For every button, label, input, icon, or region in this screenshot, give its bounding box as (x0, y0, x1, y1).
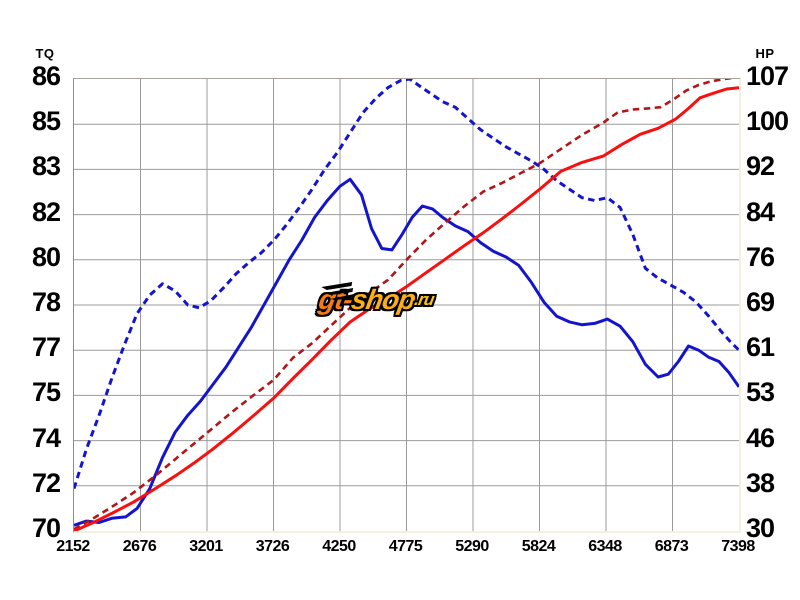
tq-tick-83: 83 (31, 151, 61, 182)
rpm-tick-2676: 2676 (122, 538, 157, 555)
tq-tick-82: 82 (31, 196, 61, 227)
hp-run-1-solid (74, 86, 739, 531)
torque-run-2-dashed (74, 79, 739, 490)
rpm-tick-5290: 5290 (455, 538, 489, 555)
rpm-tick-6348: 6348 (588, 538, 622, 555)
hp-tick-69: 69 (746, 287, 775, 317)
tq-tick-70: 70 (31, 513, 61, 543)
hp-tick-84: 84 (746, 196, 775, 227)
tq-tick-72: 72 (31, 467, 61, 498)
hp-tick-61: 61 (746, 332, 775, 363)
tq-axis-title: TQ (35, 46, 55, 61)
hp-tick-100: 100 (746, 106, 789, 137)
rpm-tick-5824: 5824 (521, 538, 556, 555)
tq-tick-78: 78 (31, 287, 61, 317)
hp-tick-53: 53 (746, 377, 775, 408)
hp-tick-107: 107 (746, 61, 789, 91)
hp-tick-76: 76 (746, 241, 775, 272)
rpm-tick-7398: 7398 (721, 538, 755, 555)
hp-axis-title: HP (755, 46, 775, 61)
hp-tick-38: 38 (746, 467, 775, 498)
torque-run-1-solid (74, 177, 739, 527)
rpm-tick-3726: 3726 (255, 538, 290, 555)
tq-tick-74: 74 (31, 422, 61, 453)
dyno-curves-svg (74, 79, 739, 531)
hp-tick-92: 92 (746, 151, 775, 182)
tq-tick-85: 85 (31, 106, 61, 137)
plot-area: gt-shop .ru (73, 78, 741, 533)
rpm-tick-4250: 4250 (322, 538, 356, 555)
tq-tick-80: 80 (31, 241, 61, 272)
rpm-tick-2152: 2152 (56, 538, 90, 555)
rpm-tick-6873: 6873 (654, 538, 689, 555)
rpm-tick-3201: 3201 (189, 538, 223, 555)
tq-tick-75: 75 (31, 377, 61, 408)
rpm-tick-4775: 4775 (388, 538, 423, 555)
tq-tick-77: 77 (31, 332, 61, 363)
hp-tick-30: 30 (746, 513, 775, 543)
tq-tick-86: 86 (31, 61, 61, 91)
hp-tick-46: 46 (746, 422, 775, 453)
hp-run-2-dashed (74, 79, 735, 531)
